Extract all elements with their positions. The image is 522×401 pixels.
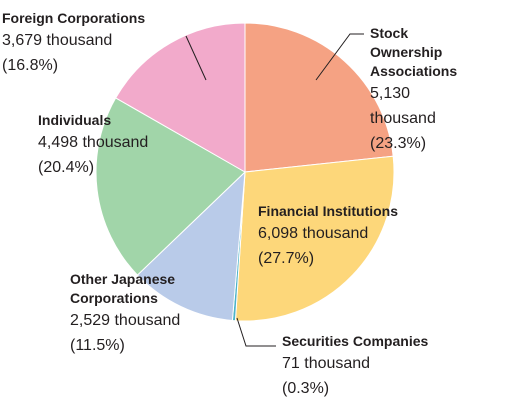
leader-line: [185, 35, 207, 81]
value-label: 6,098 thousand: [258, 225, 369, 242]
pie-slice: [95, 97, 246, 276]
slice-label: Financial Institutions 6,098 thousand (27.…: [258, 202, 458, 271]
slices: [95, 22, 395, 322]
percent-label: (23.3%): [370, 135, 427, 152]
value-label: 2,529 thousand: [70, 312, 181, 329]
percent-label: (27.7%): [258, 250, 315, 267]
percent-label: (20.4%): [38, 159, 95, 176]
percent-label: (11.5%): [70, 337, 125, 354]
leader-line: [236, 317, 276, 347]
value-label: 4,498 thousand: [38, 134, 149, 151]
category-label: Stock Ownership Associations: [370, 25, 458, 79]
leader-line: [315, 33, 364, 81]
value-label: 5,130 thousand: [370, 85, 436, 127]
slice-label: Stock Ownership Associations 5,130 thousa…: [370, 24, 470, 156]
category-label: Individuals: [38, 112, 112, 128]
slice-label: Foreign Corporations 3,679 thousand (16.8%…: [2, 9, 222, 78]
category-label: Securities Companies: [282, 333, 429, 349]
category-label: Other Japanese Corporations: [70, 271, 176, 306]
pie-slice: [234, 155, 395, 322]
pie-slice: [136, 170, 246, 322]
pie-slice: [244, 22, 394, 173]
value-label: 71 thousand: [282, 355, 371, 372]
slice-label: Other Japanese Corporations 2,529 thousan…: [70, 270, 188, 358]
percent-label: (16.8%): [2, 57, 59, 74]
slice-label: Securities Companies 71 thousand (0.3%): [282, 332, 482, 401]
category-label: Financial Institutions: [258, 203, 399, 219]
category-label: Foreign Corporations: [2, 10, 146, 26]
slice-label: Individuals 4,498 thousand (20.4%): [38, 111, 238, 180]
value-label: 3,679 thousand: [2, 32, 113, 49]
percent-label: (0.3%): [282, 380, 330, 397]
pie-slice: [115, 22, 246, 173]
